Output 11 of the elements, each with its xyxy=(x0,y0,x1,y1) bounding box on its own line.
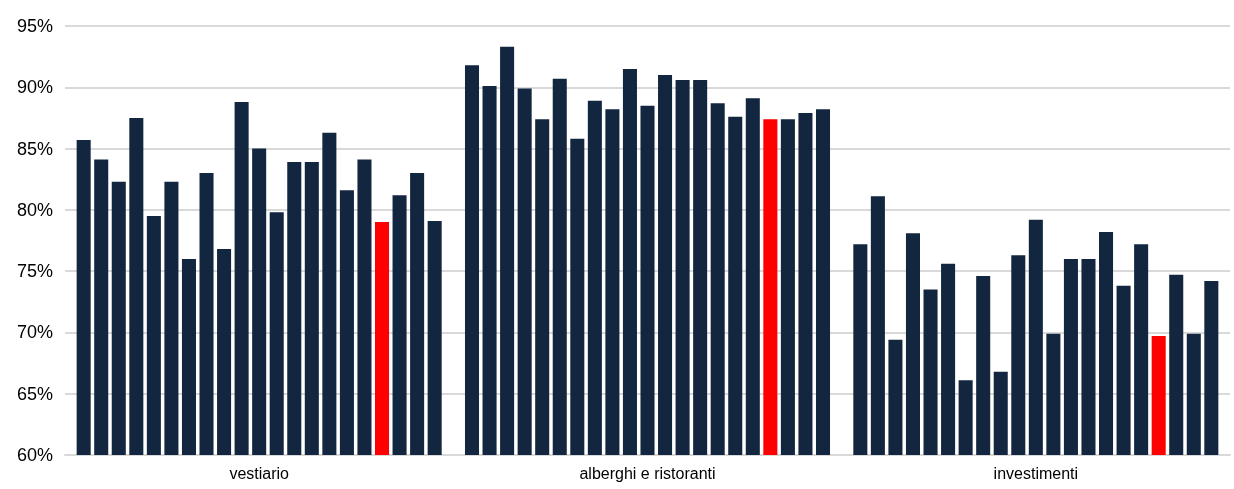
y-tick-label: 70% xyxy=(16,322,53,343)
y-tick-label: 80% xyxy=(16,199,53,220)
x-tick-label: investimenti xyxy=(993,464,1079,482)
y-tick-label: 85% xyxy=(16,138,53,159)
x-tick-label: alberghi e ristoranti xyxy=(579,464,716,482)
y-tick-label: 65% xyxy=(16,383,53,404)
y-tick-label: 95% xyxy=(16,16,53,36)
x-tick-label: vestiario xyxy=(229,464,290,482)
y-tick-label: 90% xyxy=(16,77,53,98)
y-tick-label: 60% xyxy=(16,445,53,465)
y-tick-label: 75% xyxy=(16,261,53,282)
